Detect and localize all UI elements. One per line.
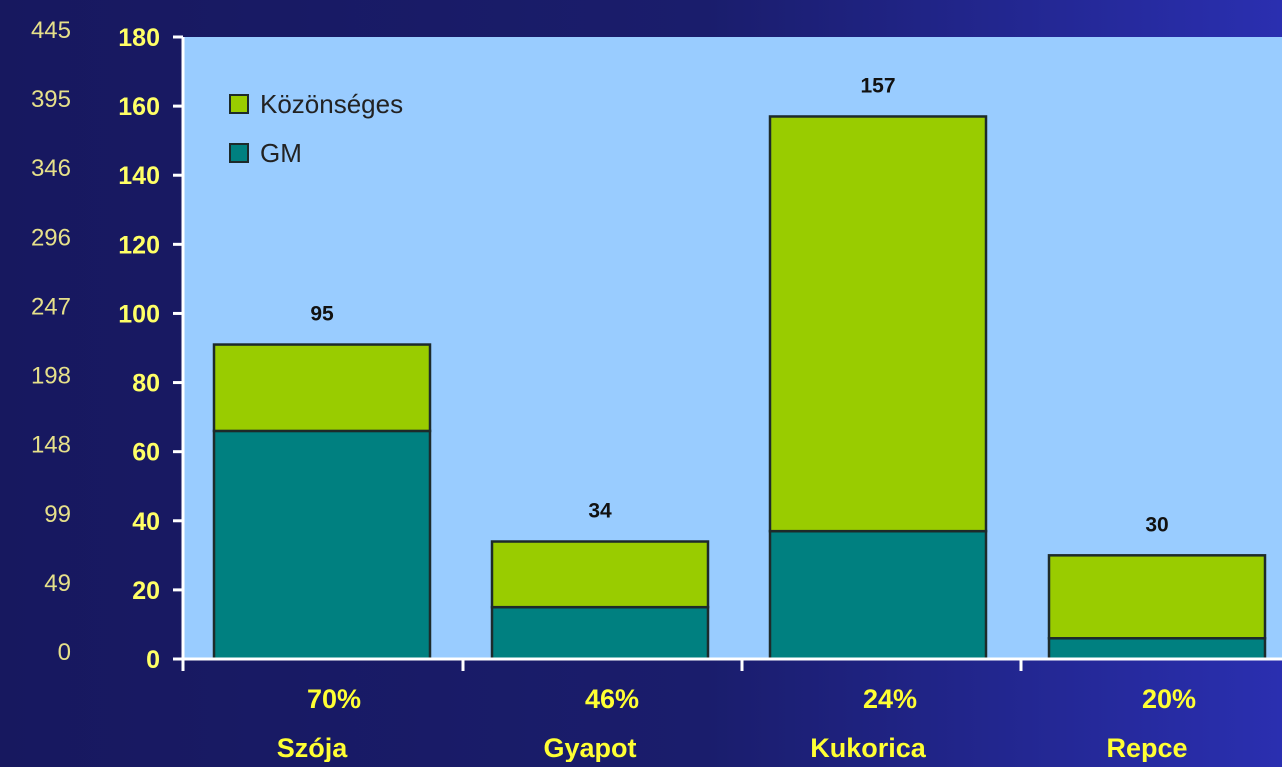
legend-label: Közönséges — [260, 89, 403, 119]
bar-group — [212, 115, 1267, 661]
secondary-y-tick-label: 0 — [58, 639, 71, 666]
y-tick-label: 0 — [146, 646, 160, 674]
category-percent-label: 24% — [863, 684, 917, 714]
secondary-y-tick-label: 148 — [31, 432, 71, 459]
bar-total-label: 95 — [310, 303, 334, 326]
secondary-y-tick-label: 445 — [31, 17, 71, 44]
bar-kozonseges-1 — [490, 540, 710, 609]
bar-gm-1 — [490, 605, 710, 661]
secondary-y-tick-label: 395 — [31, 86, 71, 113]
y-tick-label: 20 — [132, 577, 160, 605]
bar-kozonseges-2 — [768, 115, 988, 533]
y-tick-label: 120 — [118, 231, 160, 259]
secondary-y-tick-label: 198 — [31, 363, 71, 390]
y-tick-label: 180 — [118, 24, 160, 52]
secondary-y-tick-label: 247 — [31, 293, 71, 320]
category-name-label: Kukorica — [810, 733, 927, 762]
secondary-y-tick-label: 49 — [44, 570, 71, 597]
bar-gm-2 — [768, 529, 988, 661]
y-tick-label: 60 — [132, 439, 160, 467]
category-percent-label: 46% — [585, 684, 639, 714]
bar-total-label: 34 — [588, 500, 612, 523]
category-name-label: Gyapot — [543, 733, 636, 762]
category-name-label: Szója — [277, 733, 349, 762]
category-percent-label: 70% — [307, 684, 361, 714]
secondary-y-tick-label: 346 — [31, 155, 71, 182]
legend-swatch — [229, 143, 249, 163]
secondary-y-tick-label: 296 — [31, 224, 71, 251]
y-tick-label: 160 — [118, 93, 160, 121]
category-percent-label: 20% — [1142, 684, 1196, 714]
bar-kozonseges-3 — [1047, 554, 1267, 640]
bar-kozonseges-0 — [212, 343, 432, 433]
y-tick-label: 140 — [118, 162, 160, 190]
y-tick-label: 100 — [118, 300, 160, 328]
axes-group: 0 20 40 60 80 100 120 140 160 180 0 49 99 148 198 247 29… — [31, 17, 1282, 763]
bar-gm-3 — [1047, 637, 1267, 661]
category-name-label: Repce — [1106, 733, 1187, 762]
y-tick-label: 40 — [132, 508, 160, 536]
legend-swatch — [229, 94, 249, 114]
secondary-y-tick-label: 99 — [44, 501, 71, 528]
label-group: 95 34 157 30 — [310, 74, 1168, 536]
bar-total-label: 30 — [1145, 513, 1168, 536]
bar-total-label: 157 — [860, 74, 895, 97]
y-tick-label: 80 — [132, 370, 160, 398]
bar-gm-0 — [212, 429, 432, 661]
legend-label: GM — [260, 138, 302, 168]
legend: Közönséges GM — [229, 89, 403, 168]
